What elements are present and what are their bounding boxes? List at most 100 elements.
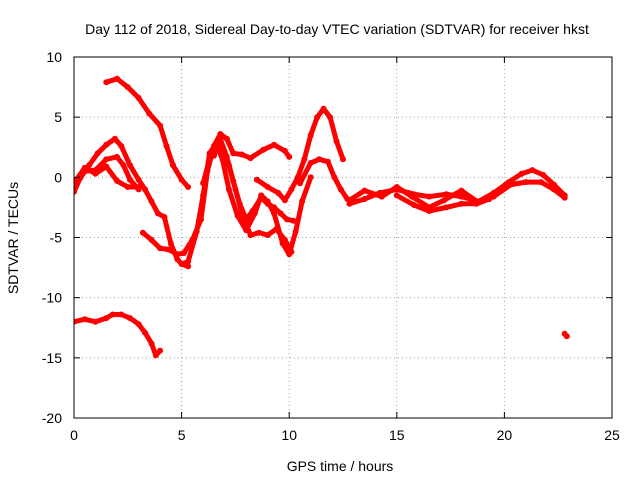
data-point	[507, 181, 514, 188]
data-point	[230, 150, 237, 157]
grid-lines	[74, 57, 612, 418]
data-point	[223, 135, 230, 142]
data-point	[522, 179, 529, 186]
series-arc-6	[179, 141, 294, 267]
data-point	[174, 251, 181, 258]
data-point	[234, 212, 241, 219]
y-tick-label: 0	[54, 169, 62, 185]
data-point	[256, 229, 263, 236]
data-point	[292, 228, 299, 235]
data-point	[299, 198, 306, 205]
data-point	[247, 232, 254, 239]
data-point	[118, 143, 125, 149]
data-point	[393, 192, 400, 199]
data-point	[206, 156, 213, 163]
data-point	[127, 162, 133, 169]
data-point	[540, 171, 547, 178]
data-point	[94, 150, 101, 157]
data-point	[81, 316, 88, 323]
data-point	[193, 228, 200, 235]
data-point	[538, 179, 544, 186]
data-point	[217, 135, 224, 142]
data-point	[152, 352, 159, 359]
data-point	[157, 122, 164, 129]
data-point	[135, 176, 142, 183]
data-point	[81, 164, 88, 171]
data-point	[135, 321, 142, 328]
data-point	[518, 170, 525, 177]
data-point	[486, 196, 493, 202]
data-point	[135, 184, 142, 190]
data-point	[230, 177, 237, 184]
series-arc-1	[103, 76, 191, 190]
data-point	[320, 105, 327, 112]
data-point	[288, 186, 295, 193]
y-tick-label: -10	[42, 290, 62, 306]
x-tick-label: 25	[604, 427, 620, 443]
x-tick-label: 15	[389, 427, 405, 443]
data-point	[74, 185, 77, 192]
data-point	[279, 240, 286, 247]
data-point	[426, 208, 433, 214]
data-point	[114, 153, 120, 160]
data-point	[251, 210, 258, 217]
data-series	[74, 75, 570, 359]
data-point	[314, 114, 321, 121]
y-axis-label: SDTVAR / TECUs	[5, 182, 21, 294]
data-point	[154, 210, 161, 217]
data-point	[275, 190, 282, 196]
x-tick-label: 5	[178, 427, 186, 443]
data-point	[118, 311, 125, 318]
data-point	[148, 236, 155, 243]
data-point	[393, 184, 400, 190]
chart-title: Day 112 of 2018, Sidereal Day-to-day VTE…	[85, 21, 589, 37]
data-point	[443, 204, 450, 211]
data-point	[271, 210, 278, 217]
data-point	[297, 180, 303, 187]
data-point	[200, 192, 207, 199]
data-point	[260, 146, 267, 153]
data-point	[236, 200, 243, 207]
data-point	[346, 197, 353, 204]
data-point	[103, 141, 110, 148]
data-point	[458, 187, 465, 194]
data-point	[378, 193, 385, 200]
data-point	[264, 184, 271, 190]
data-point	[148, 198, 155, 205]
data-point	[213, 140, 219, 147]
data-point	[281, 147, 288, 154]
data-point	[103, 79, 110, 86]
data-point	[290, 217, 297, 224]
y-tick-label: 10	[46, 49, 62, 65]
data-point	[109, 311, 116, 318]
data-point	[142, 329, 148, 336]
data-point	[124, 184, 131, 190]
data-point	[473, 200, 480, 207]
data-point	[219, 156, 226, 163]
data-point	[307, 174, 314, 181]
data-point	[127, 315, 133, 322]
data-point	[361, 196, 368, 202]
data-point	[411, 202, 417, 208]
data-point	[327, 114, 334, 121]
data-point	[163, 143, 170, 149]
data-point	[185, 263, 192, 270]
data-point	[127, 176, 133, 183]
x-axis-label: GPS time / hours	[287, 458, 394, 474]
y-tick-label: -20	[42, 410, 62, 426]
data-point	[284, 216, 290, 223]
data-point	[180, 250, 187, 257]
data-point	[135, 94, 142, 101]
data-point	[103, 163, 110, 170]
data-point	[92, 318, 99, 325]
data-point	[148, 340, 155, 347]
data-point	[550, 186, 557, 193]
data-point	[264, 198, 271, 205]
y-tick-label: -5	[50, 230, 63, 246]
data-point	[157, 347, 164, 354]
data-point	[243, 227, 250, 234]
y-tick-label: -15	[42, 350, 62, 366]
data-point	[174, 256, 181, 263]
series-arc-8	[200, 141, 314, 257]
